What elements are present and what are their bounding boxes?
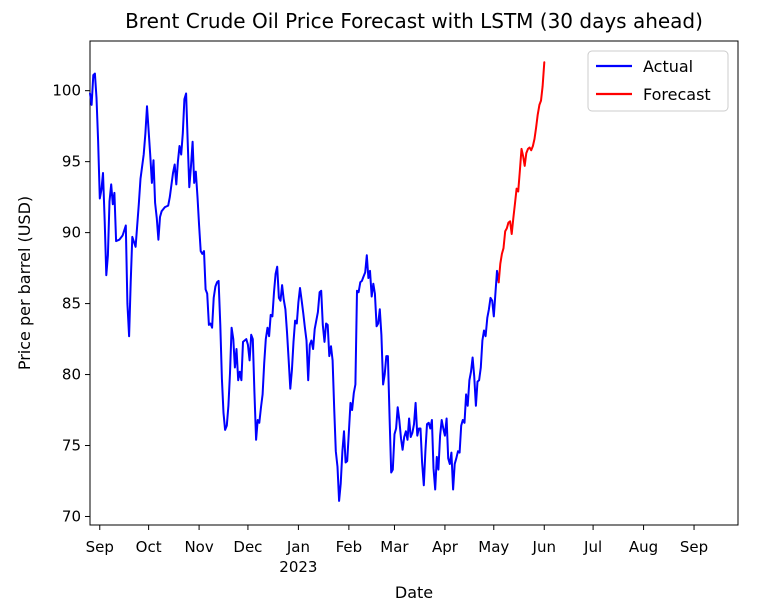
- series-line-forecast: [497, 61, 546, 284]
- x-tick-label: Mar: [380, 538, 409, 556]
- y-tick-label: 95: [62, 153, 81, 171]
- x-tick-label: Jun: [532, 538, 556, 556]
- y-axis-label: Price per barrel (USD): [15, 196, 34, 370]
- plot-area: [89, 40, 739, 526]
- y-tick-label: 100: [52, 82, 81, 100]
- legend: Actual Forecast: [587, 50, 729, 112]
- chart-title: Brent Crude Oil Price Forecast with LSTM…: [125, 9, 703, 33]
- y-tick-label: 85: [62, 295, 81, 313]
- y-tick-label: 70: [62, 507, 81, 525]
- x-tick-label: Nov: [184, 538, 213, 556]
- x-tick-label: Jul: [583, 538, 602, 556]
- x-tick-label: Oct: [136, 538, 162, 556]
- series-lines: [89, 61, 546, 502]
- x-tick-label: Sep: [86, 538, 114, 556]
- x-tick-label: Feb: [336, 538, 363, 556]
- x-tick-label: Jan: [286, 538, 310, 556]
- y-tick-label: 80: [62, 366, 81, 384]
- y-tick-label: 75: [62, 437, 81, 455]
- x-tick-label: Dec: [233, 538, 262, 556]
- legend-label-actual: Actual: [643, 57, 693, 76]
- x-tick-label: May: [478, 538, 509, 556]
- x-axis-ticks: Sep Oct Nov Dec Jan 2023 Feb Mar Apr May Jun Jul Aug…: [86, 525, 708, 576]
- series-line-actual: [89, 72, 500, 502]
- x-tick-label: Sep: [680, 538, 708, 556]
- y-tick-label: 90: [62, 224, 81, 242]
- legend-label-forecast: Forecast: [643, 85, 711, 104]
- x-tick-sublabel: 2023: [279, 558, 317, 576]
- x-tick-label: Aug: [629, 538, 658, 556]
- x-axis-label: Date: [395, 583, 433, 602]
- y-axis-ticks: 70 75 80 85 90 95 100: [52, 82, 90, 525]
- x-tick-label: Apr: [432, 538, 459, 556]
